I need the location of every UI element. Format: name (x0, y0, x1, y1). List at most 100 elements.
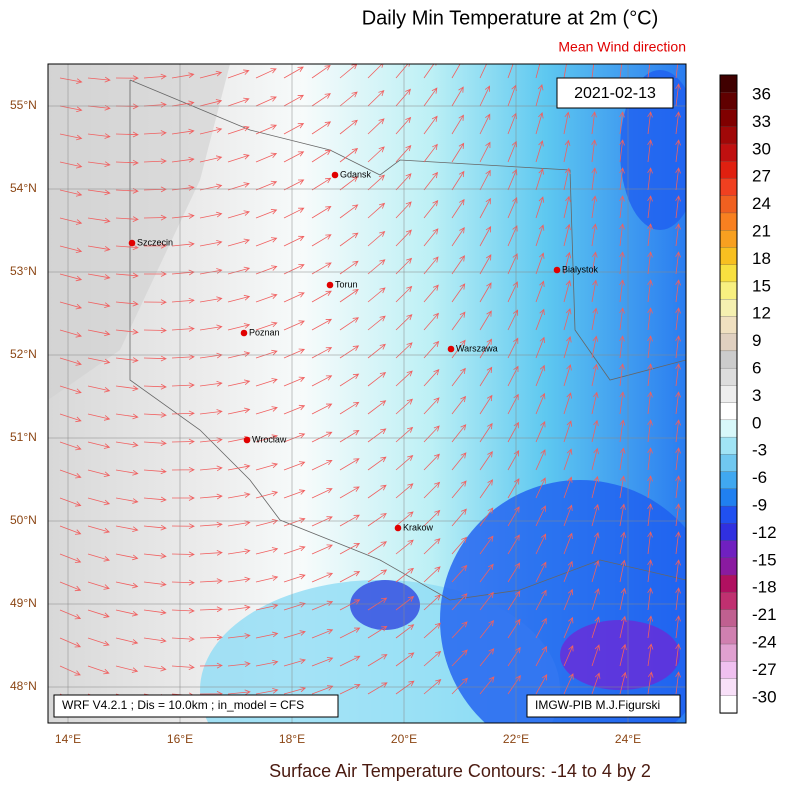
wind-arrow (423, 650, 442, 667)
wind-arrow (283, 66, 304, 79)
wind-arrow (507, 168, 518, 191)
wind-arrow (311, 347, 333, 359)
wind-arrow (479, 169, 491, 191)
wind-arrow (395, 64, 410, 79)
wind-arrow (395, 116, 412, 135)
wind-arrow (647, 447, 653, 471)
wind-arrow (647, 307, 653, 331)
wind-arrow (619, 615, 627, 639)
wind-arrow (535, 364, 546, 387)
wind-arrow (591, 419, 599, 443)
wind-arrow (423, 566, 441, 583)
wind-arrow (395, 257, 413, 275)
wind-arrow (255, 406, 278, 415)
wind-arrow (143, 355, 167, 362)
wind-arrow (143, 101, 167, 108)
wind-arrow (143, 327, 167, 334)
wind-arrow (227, 576, 251, 583)
wind-arrow (115, 75, 139, 81)
wind-arrow (479, 591, 494, 611)
wind-arrow (199, 662, 223, 669)
wind-arrow (283, 123, 305, 135)
colorbar-label: 27 (752, 167, 771, 186)
wind-arrow (115, 131, 139, 138)
wind-arrow (591, 616, 600, 639)
colorbar-label: 15 (752, 276, 771, 295)
wind-arrow (507, 562, 520, 583)
wind-arrow (339, 176, 359, 191)
wind-arrow (563, 251, 572, 275)
wind-arrow (647, 587, 653, 611)
wind-arrow (283, 573, 306, 583)
colorbar-cell (719, 109, 738, 128)
wind-arrow (115, 441, 139, 448)
wind-arrow (563, 279, 572, 303)
wind-arrow (199, 409, 223, 415)
colorbar-label: -24 (752, 632, 777, 651)
wind-arrow (199, 578, 223, 584)
wind-arrow (535, 589, 547, 611)
wind-arrow (199, 324, 223, 331)
colorbar-label: -3 (752, 441, 767, 460)
wind-arrow (339, 655, 361, 667)
wind-arrow (171, 156, 195, 163)
wind-arrow (283, 207, 305, 219)
wind-arrow (311, 234, 332, 247)
wind-arrow (647, 559, 653, 583)
wind-arrow (227, 689, 251, 696)
wind-arrow (171, 213, 195, 219)
wind-arrow (367, 400, 387, 415)
colorbar-label: 9 (752, 331, 761, 350)
wind-arrow (591, 363, 599, 387)
wind-arrow (199, 634, 223, 641)
wind-arrow (675, 503, 681, 527)
wind-arrow (479, 451, 493, 471)
wind-arrow (87, 665, 110, 675)
wind-arrow (507, 365, 519, 387)
wind-arrow (339, 683, 361, 695)
wind-arrow (647, 139, 653, 163)
wind-arrow (675, 251, 681, 275)
wind-arrow (87, 273, 111, 280)
wind-arrow (59, 581, 82, 592)
wind-arrow (675, 195, 681, 219)
wind-arrow (59, 133, 83, 141)
wind-arrow (535, 112, 544, 135)
colorbar-label: 36 (752, 84, 771, 103)
wind-arrow (647, 671, 654, 695)
wind-arrow (535, 645, 547, 667)
wind-arrow (311, 628, 334, 639)
wind-arrow (255, 547, 279, 555)
wind-arrow (143, 637, 167, 644)
wind-arrow (87, 469, 111, 478)
wind-arrow (451, 142, 465, 163)
lat-label: 54°N (10, 181, 37, 195)
wind-arrow (675, 167, 681, 191)
wind-arrow (619, 64, 623, 79)
wind-arrow (87, 189, 111, 196)
wind-arrow (619, 279, 625, 303)
wind-arrow (255, 490, 279, 499)
wind-arrow (339, 430, 360, 443)
wind-arrow (115, 497, 139, 504)
wind-arrow (563, 167, 571, 191)
colorbar-cell (719, 505, 738, 524)
wind-arrow (311, 290, 332, 303)
wind-arrow (311, 488, 333, 499)
wind-arrow (423, 115, 438, 135)
wind-arrow (591, 531, 600, 555)
wind-arrow (339, 373, 360, 387)
city-dot (553, 266, 561, 274)
wind-arrow (395, 483, 414, 499)
wind-arrow (395, 596, 415, 611)
model-info: WRF V4.2.1 ; Dis = 10.0km ; in_model = C… (62, 698, 304, 712)
wind-arrow (563, 532, 573, 555)
wind-arrow (619, 307, 625, 331)
wind-arrow (535, 674, 548, 695)
wind-arrow (255, 180, 278, 191)
wind-arrow (563, 64, 567, 79)
wind-arrow (255, 237, 278, 247)
wind-arrow (283, 151, 305, 163)
wind-arrow (283, 630, 306, 639)
wind-arrow (563, 616, 574, 639)
